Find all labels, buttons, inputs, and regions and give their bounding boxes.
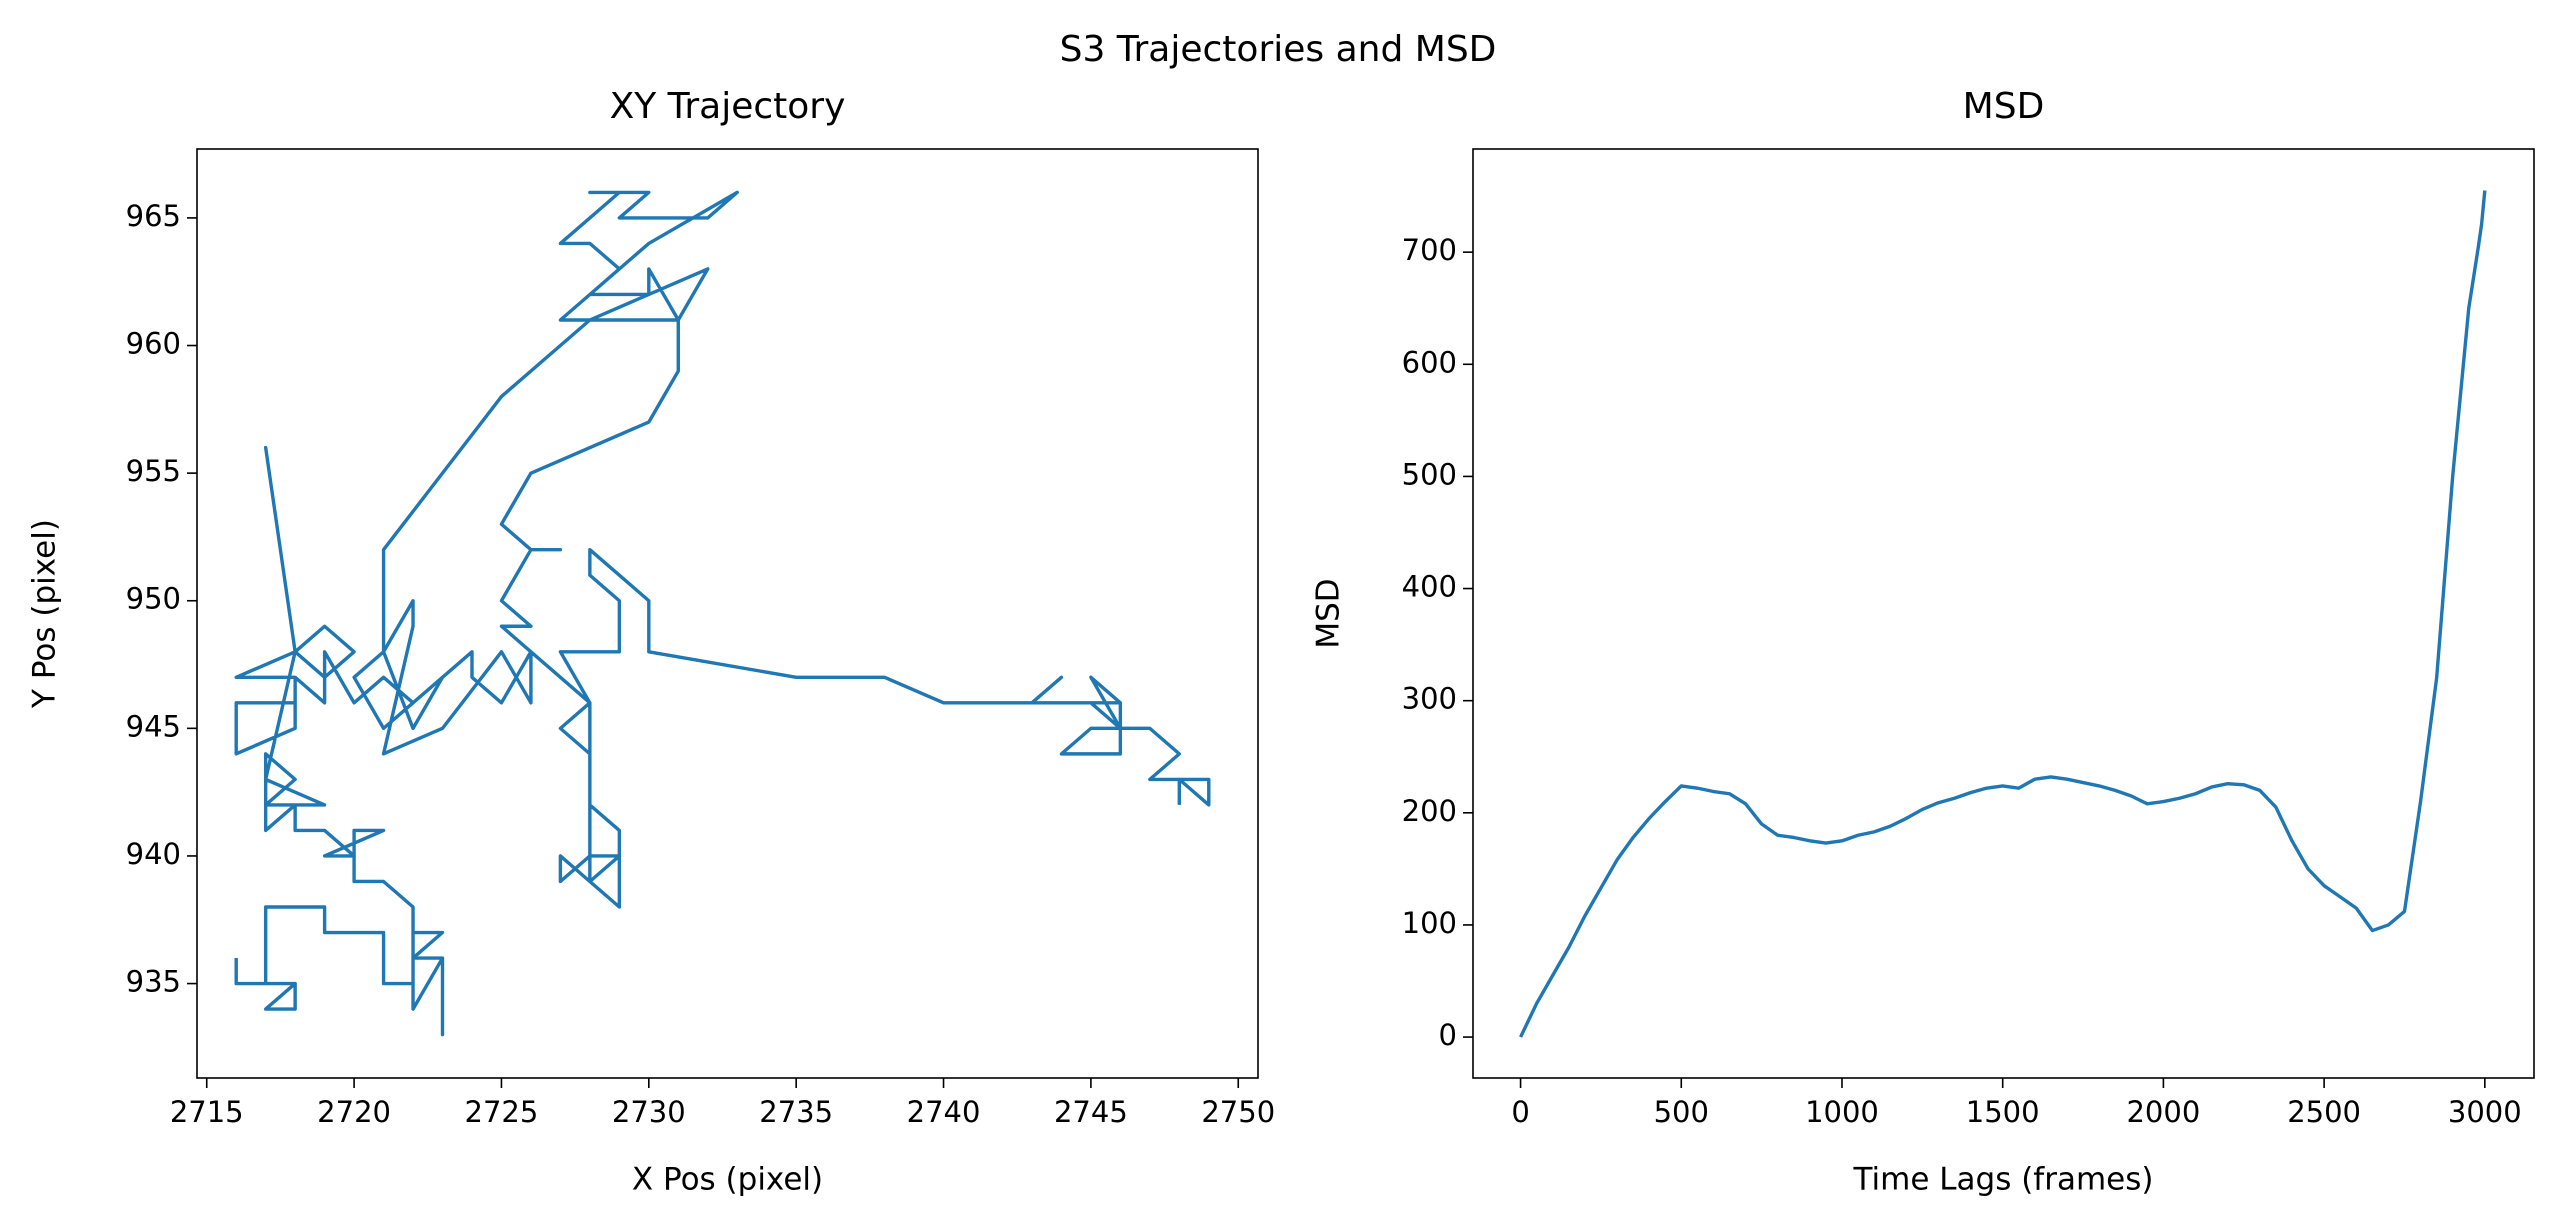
- x-tick-label: 2720: [317, 1095, 391, 1129]
- x-tick-label: 2715: [170, 1095, 244, 1129]
- axes-frame: [1472, 148, 2535, 1079]
- axes-title: XY Trajectory: [610, 86, 846, 127]
- x-tick-label: 2745: [1054, 1095, 1128, 1129]
- y-tick-label: 960: [126, 327, 181, 361]
- y-tick-label: 300: [1402, 682, 1457, 716]
- x-tick-label: 2000: [2126, 1095, 2200, 1129]
- y-tick-label: 100: [1402, 906, 1457, 940]
- y-tick-label: 500: [1402, 457, 1457, 491]
- x-tick-label: 2730: [612, 1095, 686, 1129]
- y-tick-label: 965: [126, 199, 181, 233]
- x-axis-label: Time Lags (frames): [1853, 1162, 2154, 1198]
- x-tick-label: 2725: [465, 1095, 539, 1129]
- y-tick-label: 200: [1402, 794, 1457, 828]
- y-tick-label: 940: [126, 837, 181, 871]
- y-tick-label: 950: [126, 582, 181, 616]
- x-tick-label: 2750: [1201, 1095, 1275, 1129]
- x-tick-label: 1500: [1966, 1095, 2040, 1129]
- x-tick-label: 0: [1511, 1095, 1529, 1129]
- x-tick-label: 2500: [2287, 1095, 2361, 1129]
- figure-title: S3 Trajectories and MSD: [1060, 29, 1497, 70]
- x-axis-label: X Pos (pixel): [632, 1162, 823, 1198]
- data-line: [234, 190, 1211, 1037]
- y-tick-label: 935: [126, 965, 181, 999]
- axes-title: MSD: [1963, 86, 2045, 127]
- x-tick-label: 1000: [1805, 1095, 1879, 1129]
- axes-frame: [196, 148, 1259, 1079]
- y-tick-label: 945: [126, 709, 181, 743]
- x-tick-label: 3000: [2448, 1095, 2522, 1129]
- data-line: [1519, 190, 2487, 1038]
- x-tick-label: 2735: [759, 1095, 833, 1129]
- y-tick-label: 700: [1402, 233, 1457, 267]
- y-tick-label: 400: [1402, 570, 1457, 604]
- x-tick-label: 500: [1654, 1095, 1709, 1129]
- x-tick-label: 2740: [907, 1095, 981, 1129]
- y-axis-label: MSD: [1311, 578, 1347, 648]
- y-tick-label: 0: [1439, 1018, 1457, 1052]
- y-axis-label: Y Pos (pixel): [27, 519, 63, 709]
- y-tick-label: 955: [126, 454, 181, 488]
- y-tick-label: 600: [1402, 345, 1457, 379]
